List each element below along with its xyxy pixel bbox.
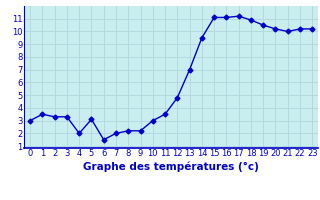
X-axis label: Graphe des températures (°c): Graphe des températures (°c) [83,161,259,172]
